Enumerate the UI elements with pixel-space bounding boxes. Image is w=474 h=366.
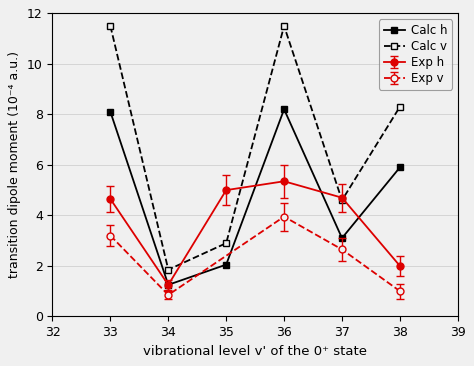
Calc v [108, 24, 113, 28]
Calc h [108, 110, 113, 114]
Calc v [339, 198, 345, 202]
X-axis label: vibrational level v' of the 0⁺ state: vibrational level v' of the 0⁺ state [143, 345, 367, 358]
Calc h [165, 283, 171, 287]
Calc v [281, 24, 287, 28]
Calc h [397, 165, 403, 169]
Calc v [223, 241, 229, 245]
Calc h [223, 262, 229, 267]
Line: Calc v: Calc v [107, 22, 403, 273]
Calc v [397, 105, 403, 109]
Legend: Calc h, Calc v, Exp h, Exp v: Calc h, Calc v, Exp h, Exp v [379, 19, 452, 90]
Calc h [339, 236, 345, 240]
Calc v [165, 268, 171, 272]
Calc h [281, 107, 287, 112]
Line: Calc h: Calc h [107, 106, 403, 288]
Y-axis label: transition dipole moment (10⁻⁴ a.u.): transition dipole moment (10⁻⁴ a.u.) [9, 51, 21, 279]
